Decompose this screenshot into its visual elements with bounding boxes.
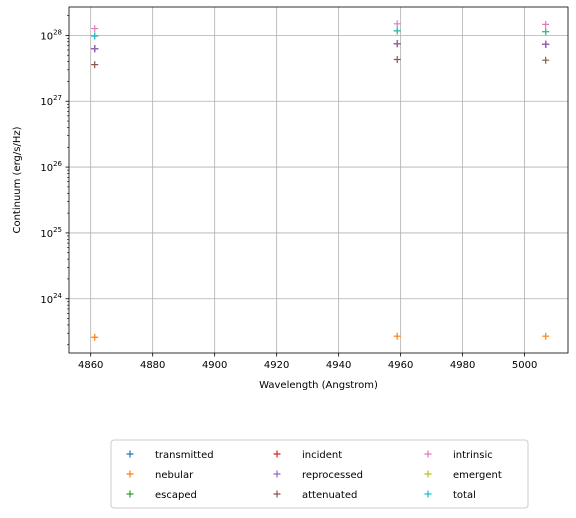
legend-marker — [424, 490, 432, 498]
legend-item-reprocessed: reprocessed — [273, 470, 363, 481]
y-tick-label: 1026 — [40, 160, 62, 174]
data-point-intrinsic — [393, 20, 401, 28]
plot-area — [68, 6, 569, 354]
y-tick-label: 1027 — [40, 94, 62, 108]
data-point-reprocessed — [393, 40, 401, 48]
y-tick-label: 1024 — [40, 292, 62, 306]
legend-item-intrinsic: intrinsic — [424, 450, 493, 461]
data-point-attenuated — [542, 56, 550, 64]
legend-item-total: total — [424, 490, 476, 501]
legend-item-transmitted: transmitted — [126, 450, 214, 461]
x-tick-label: 4900 — [202, 360, 227, 371]
legend-item-nebular: nebular — [126, 470, 194, 481]
data-point-nebular — [542, 332, 550, 340]
y-tick-label: 1025 — [40, 226, 62, 240]
legend-marker — [273, 470, 281, 478]
data-point-nebular — [393, 332, 401, 340]
legend-item-incident: incident — [273, 450, 342, 461]
x-tick-label: 5000 — [512, 360, 537, 371]
legend-marker — [273, 490, 281, 498]
legend-label: incident — [302, 450, 342, 461]
x-tick-label: 4980 — [450, 360, 475, 371]
legend-item-attenuated: attenuated — [273, 490, 357, 501]
data-points — [91, 20, 550, 341]
legend-label: intrinsic — [453, 450, 493, 461]
x-tick-label: 4860 — [78, 360, 103, 371]
legend-label: reprocessed — [302, 470, 363, 481]
y-tick-label: 1028 — [40, 28, 62, 42]
x-tick-label: 4940 — [326, 360, 351, 371]
x-tick-label: 4880 — [140, 360, 165, 371]
data-point-intrinsic — [542, 20, 550, 28]
legend-label: escaped — [155, 490, 197, 501]
legend-label: total — [453, 490, 476, 501]
data-point-reprocessed — [542, 40, 550, 48]
legend-marker — [126, 450, 134, 458]
legend-label: emergent — [453, 470, 502, 481]
legend-box — [110, 439, 529, 509]
data-point-attenuated — [91, 61, 99, 69]
x-tick-label: 4960 — [388, 360, 413, 371]
legend-label: attenuated — [302, 490, 357, 501]
y-axis: 1024 1025 1026 1027 1028 — [40, 15, 69, 346]
legend-item-escaped: escaped — [126, 490, 197, 501]
legend-marker — [126, 470, 134, 478]
legend: transmitted nebular escaped incident reproce… — [110, 439, 529, 509]
data-point-attenuated — [393, 56, 401, 64]
legend-marker — [273, 450, 281, 458]
data-point-intrinsic — [91, 25, 99, 33]
data-point-total — [542, 28, 550, 36]
legend-label: nebular — [155, 470, 194, 481]
legend-marker — [424, 470, 432, 478]
x-axis-label: Wavelength (Angstrom) — [259, 380, 378, 391]
data-point-reprocessed — [91, 45, 99, 53]
grid-lines — [69, 7, 568, 353]
data-point-nebular — [91, 333, 99, 341]
legend-item-emergent: emergent — [424, 470, 502, 481]
x-tick-label: 4920 — [264, 360, 289, 371]
data-point-total — [393, 27, 401, 35]
data-point-total — [91, 32, 99, 40]
legend-marker — [126, 490, 134, 498]
legend-label: transmitted — [155, 450, 214, 461]
y-axis-label: Continuum (erg/s/Hz) — [12, 126, 23, 233]
legend-marker — [424, 450, 432, 458]
x-axis: 4860 4880 4900 4920 4940 4960 4980 5000 — [78, 353, 537, 371]
